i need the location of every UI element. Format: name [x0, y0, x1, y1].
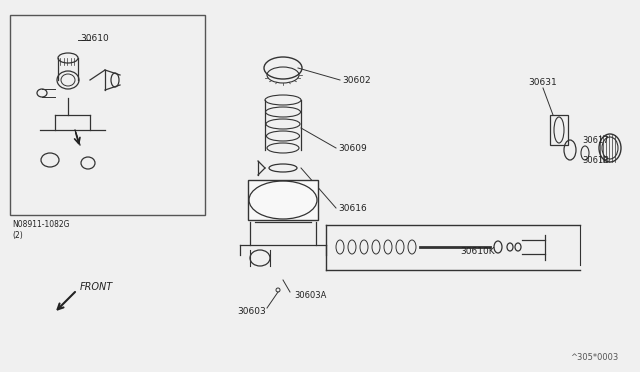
Text: ^305*0003: ^305*0003: [570, 353, 618, 362]
Text: 30610K: 30610K: [460, 247, 495, 257]
Text: 30603: 30603: [237, 308, 266, 317]
Text: 30602: 30602: [342, 76, 371, 84]
Text: 30617: 30617: [582, 135, 609, 144]
Bar: [550, 115, 568, 145]
Text: 3061B: 3061B: [582, 155, 609, 164]
Bar: [248, 180, 318, 220]
Text: 30631: 30631: [528, 77, 557, 87]
Bar: [10, 15, 205, 215]
Text: 30609: 30609: [338, 144, 367, 153]
Text: 30610: 30610: [80, 33, 109, 42]
Text: N08911-1082G
(2): N08911-1082G (2): [12, 220, 70, 240]
Text: FRONT: FRONT: [80, 282, 113, 292]
Text: 30616: 30616: [338, 203, 367, 212]
Text: 30603A: 30603A: [294, 292, 326, 301]
